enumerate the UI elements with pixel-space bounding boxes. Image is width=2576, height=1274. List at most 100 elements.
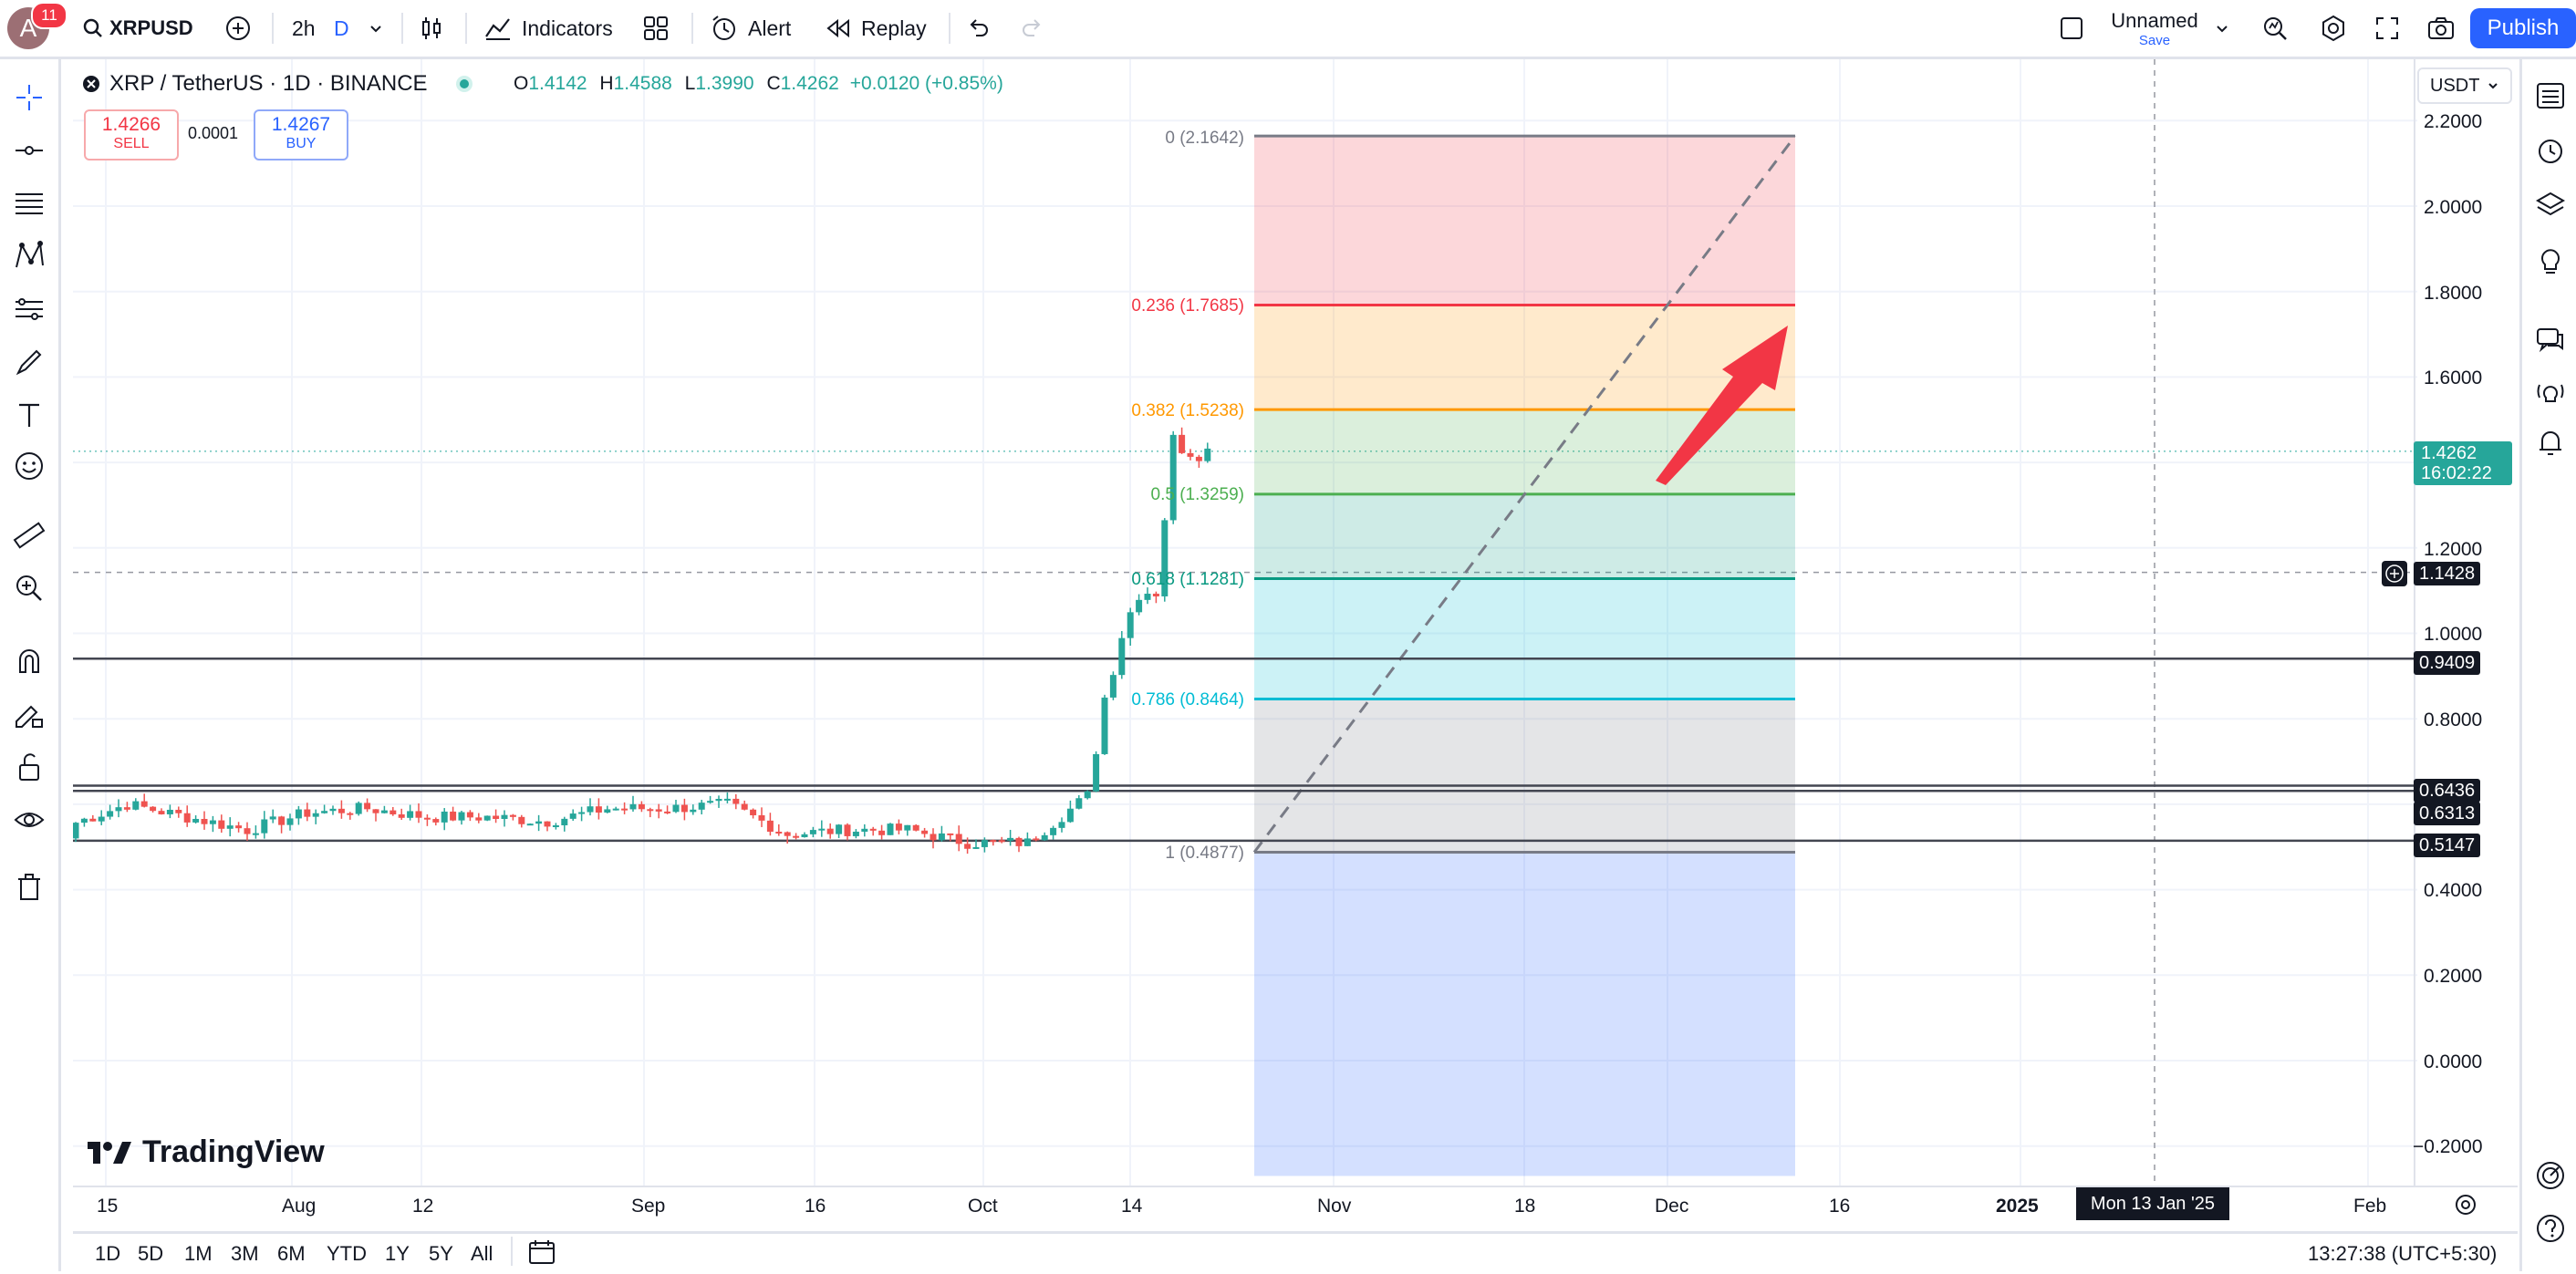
candle-body xyxy=(175,809,182,813)
add-alert-plus[interactable] xyxy=(2381,560,2408,592)
undo-button[interactable] xyxy=(965,0,991,57)
buy-button[interactable]: 1.4267 BUY xyxy=(254,109,348,161)
candle-body xyxy=(158,811,165,814)
hide-drawings-tool[interactable] xyxy=(11,802,47,838)
range-6m[interactable]: 6M xyxy=(277,1242,306,1265)
candle-body xyxy=(707,801,714,803)
alerts-panel-button[interactable] xyxy=(2532,132,2569,169)
trend-line-tool[interactable] xyxy=(11,132,47,169)
chats-button[interactable] xyxy=(2532,322,2569,358)
add-circle-icon xyxy=(226,16,250,40)
candle-body xyxy=(955,834,962,844)
magnet-tool[interactable] xyxy=(11,643,47,679)
range-3m[interactable]: 3M xyxy=(231,1242,259,1265)
candle-body xyxy=(544,821,551,827)
currency-select[interactable]: USDT xyxy=(2417,67,2512,104)
delete-drawings-tool[interactable] xyxy=(11,869,47,906)
price-chart[interactable] xyxy=(73,59,2518,1190)
chart-type-button[interactable] xyxy=(418,0,445,57)
list-icon xyxy=(2537,83,2564,109)
layers-icon xyxy=(2535,192,2566,216)
close-icon[interactable] xyxy=(82,75,100,93)
gauge-icon xyxy=(2537,1162,2564,1189)
candle-body xyxy=(252,833,259,835)
fib-tool[interactable] xyxy=(11,185,47,222)
publish-button[interactable]: Publish xyxy=(2470,8,2576,48)
buy-label: BUY xyxy=(286,136,317,151)
lock-drawings-tool[interactable] xyxy=(11,749,47,785)
range-1y[interactable]: 1Y xyxy=(385,1242,410,1265)
rewind-icon xyxy=(826,18,849,38)
range-ytd[interactable]: YTD xyxy=(327,1242,367,1265)
interval-dropdown[interactable] xyxy=(369,0,383,57)
watchlist-button[interactable] xyxy=(2532,78,2569,114)
zoom-in-icon xyxy=(16,575,42,601)
brand-name: TradingView xyxy=(142,1134,325,1169)
undo-icon xyxy=(970,19,988,36)
symbol-search-button[interactable]: XRPUSD xyxy=(82,0,193,57)
candle-body xyxy=(1179,434,1186,453)
settings-button[interactable] xyxy=(2319,0,2348,57)
crosshair-tool[interactable] xyxy=(11,79,47,116)
ideas-button[interactable] xyxy=(2532,242,2569,278)
notifications-button[interactable] xyxy=(2532,424,2569,461)
fullscreen-button[interactable] xyxy=(2373,0,2401,57)
layouts-button[interactable] xyxy=(642,0,670,57)
candle-body xyxy=(450,811,457,821)
clock-timezone[interactable]: 13:27:38 (UTC+5:30) xyxy=(2308,1242,2498,1265)
redo-button[interactable] xyxy=(1020,0,1045,57)
go-to-date-button[interactable] xyxy=(527,1238,556,1270)
compare-button[interactable] xyxy=(224,0,252,57)
candle-body xyxy=(201,818,208,824)
text-icon xyxy=(19,403,39,427)
range-1m[interactable]: 1M xyxy=(184,1242,213,1265)
measure-tool[interactable] xyxy=(11,517,47,554)
tradingview-logo[interactable]: TradingView xyxy=(88,1134,325,1170)
sell-button[interactable]: 1.4266 SELL xyxy=(84,109,179,161)
symbol-title[interactable]: XRP / TetherUS · 1D · BINANCE xyxy=(109,71,428,96)
quick-search-button[interactable] xyxy=(2260,0,2290,57)
axis-settings-button[interactable] xyxy=(2454,1193,2477,1221)
range-5y[interactable]: 5Y xyxy=(429,1242,453,1265)
candle-body xyxy=(244,828,251,834)
brush-tool[interactable] xyxy=(11,344,47,380)
pattern-tool[interactable] xyxy=(11,238,47,274)
candle-body xyxy=(338,808,345,813)
help-button[interactable] xyxy=(2532,1210,2569,1247)
replay-button[interactable]: Replay xyxy=(825,0,927,57)
candle-body xyxy=(286,818,294,825)
dom-button[interactable] xyxy=(2532,1157,2569,1194)
zoom-tool[interactable] xyxy=(11,570,47,606)
snapshot-button[interactable] xyxy=(2426,0,2456,57)
fullscreen-layout-toggle[interactable] xyxy=(2058,0,2085,57)
emoji-tool[interactable] xyxy=(11,448,47,484)
candle-body xyxy=(115,807,122,812)
price-tick: 2.0000 xyxy=(2424,197,2483,218)
range-all[interactable]: All xyxy=(471,1242,493,1265)
streams-button[interactable] xyxy=(2532,375,2569,411)
interval-button[interactable]: 2h xyxy=(292,16,316,40)
text-tool[interactable] xyxy=(11,397,47,433)
search-spark-icon xyxy=(2264,17,2287,40)
interval-favorite[interactable]: D xyxy=(334,16,349,40)
price-tick: 2.2000 xyxy=(2424,111,2483,132)
forecast-tool[interactable] xyxy=(11,291,47,327)
range-1d[interactable]: 1D xyxy=(95,1242,121,1265)
stay-drawing-tool[interactable] xyxy=(11,696,47,732)
range-5d[interactable]: 5D xyxy=(138,1242,164,1265)
candle-body xyxy=(604,809,611,813)
candle-body xyxy=(407,811,414,818)
bottom-toolbar xyxy=(73,1231,2518,1274)
market-open-dot-icon xyxy=(455,76,473,92)
layout-menu-dropdown[interactable] xyxy=(2215,0,2229,57)
smiley-icon xyxy=(16,452,43,480)
candle-body xyxy=(552,824,559,827)
object-tree-button[interactable] xyxy=(2532,187,2569,223)
drawing-toolbar xyxy=(0,59,61,1271)
candle-body xyxy=(1015,837,1023,846)
fib-zone xyxy=(1254,699,1795,853)
indicators-button[interactable]: Indicators xyxy=(483,0,613,57)
alert-button[interactable]: Alert xyxy=(710,0,791,57)
layout-name-button[interactable]: Unnamed Save xyxy=(2109,0,2200,57)
candle-body xyxy=(793,835,800,838)
